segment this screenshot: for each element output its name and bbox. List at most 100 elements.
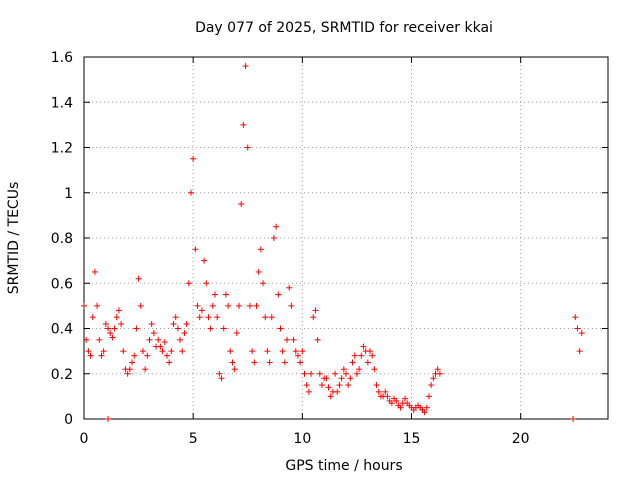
data-point: [142, 366, 149, 373]
data-point: [194, 302, 201, 309]
data-point: [384, 393, 391, 400]
data-point: [105, 416, 112, 422]
data-point: [181, 330, 188, 337]
data-point: [201, 257, 208, 264]
data-point: [244, 144, 251, 151]
data-point: [225, 302, 232, 309]
data-point: [135, 275, 142, 282]
data-point: [308, 370, 315, 377]
data-point: [314, 336, 321, 343]
data-point: [100, 348, 107, 355]
data-point: [292, 348, 299, 355]
data-point: [146, 336, 153, 343]
x-tick-label: 0: [80, 431, 89, 447]
data-point: [423, 404, 430, 411]
data-point: [198, 307, 205, 314]
y-axis-label: SRMTID / TECUs: [6, 182, 22, 295]
x-axis-label: GPS time / hours: [285, 458, 402, 474]
data-point: [356, 366, 363, 373]
data-point: [227, 348, 234, 355]
data-point: [205, 314, 212, 321]
data-point: [340, 366, 347, 373]
data-point: [360, 343, 367, 350]
data-point: [105, 325, 112, 332]
data-point: [325, 384, 332, 391]
data-point: [183, 320, 190, 327]
data-point: [163, 352, 170, 359]
y-tick-label: 0.2: [51, 367, 73, 383]
data-point: [334, 388, 341, 395]
data-point: [144, 352, 151, 359]
data-point: [170, 320, 177, 327]
data-point: [216, 370, 223, 377]
data-point: [323, 375, 330, 382]
data-point: [91, 268, 98, 275]
data-point: [351, 352, 358, 359]
data-point: [139, 348, 146, 355]
data-point: [266, 359, 273, 366]
data-point: [347, 375, 354, 382]
data-point: [113, 314, 120, 321]
data-point: [253, 302, 260, 309]
tick-layer: 0 5 10 15 20 0 0.2 0.4 0.6 0.8 1 1.2 1.4 1.6: [51, 50, 608, 447]
grid-layer: [84, 57, 608, 419]
data-point: [229, 359, 236, 366]
data-point: [179, 348, 186, 355]
data-point: [246, 302, 253, 309]
data-point: [185, 280, 192, 287]
data-point: [310, 314, 317, 321]
y-tick-label: 1.4: [51, 95, 73, 111]
data-point: [373, 382, 380, 389]
data-point: [260, 280, 267, 287]
data-point: [318, 382, 325, 389]
data-point: [268, 314, 275, 321]
data-point: [111, 325, 118, 332]
data-point: [349, 359, 356, 366]
data-point: [124, 370, 131, 377]
data-point: [345, 382, 352, 389]
data-point: [115, 307, 122, 314]
data-point: [430, 375, 437, 382]
data-point: [358, 352, 365, 359]
data-point: [371, 366, 378, 373]
data-point: [177, 336, 184, 343]
data-point: [94, 302, 101, 309]
data-point: [574, 325, 581, 332]
y-tick-label: 0.4: [51, 322, 73, 338]
data-point: [284, 336, 291, 343]
data-point: [96, 336, 103, 343]
data-point: [393, 397, 400, 404]
data-point: [570, 416, 577, 422]
x-tick-label: 20: [512, 431, 530, 447]
data-point: [87, 352, 94, 359]
data-point: [401, 395, 408, 402]
data-point: [294, 352, 301, 359]
data-point: [364, 359, 371, 366]
data-point: [196, 314, 203, 321]
data-point: [572, 314, 579, 321]
data-point: [212, 291, 218, 298]
data-point: [332, 370, 339, 377]
y-tick-label: 1: [64, 186, 73, 202]
data-point: [174, 325, 181, 332]
data-point: [286, 284, 293, 291]
data-point: [290, 336, 297, 343]
data-point: [214, 314, 221, 321]
data-point: [369, 352, 376, 359]
data-point: [353, 370, 360, 377]
y-tick-label: 0: [64, 412, 73, 428]
data-point: [240, 121, 247, 128]
data-point: [150, 330, 157, 337]
data-point: [233, 330, 240, 337]
data-point: [436, 370, 443, 377]
data-point: [327, 393, 334, 400]
data-point: [238, 201, 245, 208]
data-point: [336, 382, 343, 389]
data-point: [576, 348, 583, 355]
data-point: [434, 366, 441, 373]
data-point: [161, 339, 168, 346]
data-point: [137, 302, 144, 309]
data-point: [257, 246, 264, 253]
data-point: [203, 280, 210, 287]
plot-frame: [83, 56, 609, 420]
